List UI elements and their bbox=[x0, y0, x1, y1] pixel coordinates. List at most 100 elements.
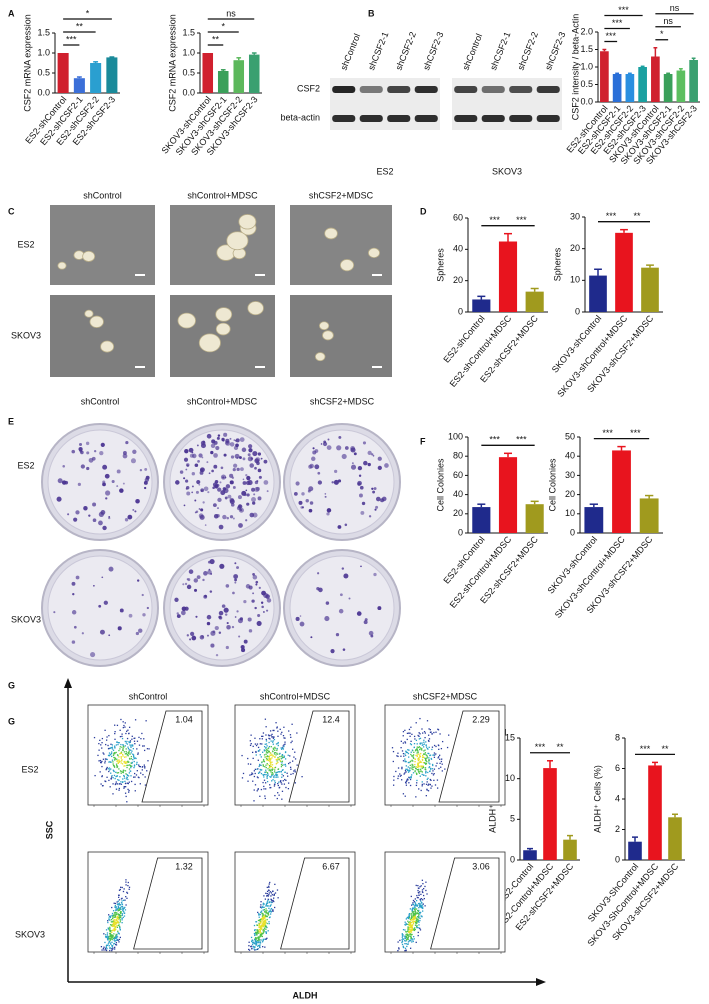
colony bbox=[216, 507, 220, 510]
colony bbox=[67, 513, 70, 516]
colony bbox=[350, 464, 357, 470]
event-dot bbox=[267, 759, 270, 762]
event-dot bbox=[428, 762, 430, 764]
sphere bbox=[215, 307, 233, 322]
event-dot bbox=[258, 765, 260, 768]
event-dot bbox=[408, 924, 410, 927]
event-dot bbox=[108, 915, 111, 918]
event-dot bbox=[258, 931, 260, 933]
event-dot bbox=[264, 914, 266, 916]
colony bbox=[333, 479, 339, 485]
colony bbox=[88, 457, 94, 463]
event-dot bbox=[263, 915, 266, 917]
event-dot bbox=[271, 894, 274, 896]
event-dot bbox=[117, 916, 119, 918]
event-dot bbox=[281, 773, 283, 776]
colony bbox=[141, 593, 144, 597]
colony bbox=[241, 648, 246, 653]
event-dot bbox=[258, 771, 260, 774]
event-dot bbox=[284, 758, 287, 760]
colony bbox=[342, 648, 346, 651]
event-dot bbox=[121, 749, 124, 751]
colony bbox=[380, 498, 385, 503]
error-bar bbox=[567, 834, 573, 840]
event-dot bbox=[433, 754, 435, 756]
event-dot bbox=[126, 776, 128, 778]
event-dot bbox=[266, 762, 268, 765]
y-tick-label: 4 bbox=[615, 793, 620, 803]
event-dot bbox=[277, 744, 279, 747]
event-dot bbox=[122, 916, 124, 919]
event-dot bbox=[410, 753, 412, 756]
event-dot bbox=[111, 748, 114, 750]
event-dot bbox=[122, 899, 125, 901]
event-dot bbox=[433, 731, 435, 734]
event-dot bbox=[425, 759, 427, 762]
event-dot bbox=[107, 927, 109, 929]
event-dot bbox=[273, 753, 276, 755]
event-dot bbox=[400, 774, 402, 777]
event-dot bbox=[258, 939, 260, 941]
event-dot bbox=[413, 907, 415, 909]
event-dot bbox=[414, 908, 417, 910]
colony bbox=[341, 453, 347, 460]
significance-label: *** bbox=[605, 31, 616, 41]
event-dot bbox=[121, 903, 124, 906]
colony bbox=[255, 486, 260, 491]
event-dot bbox=[112, 769, 115, 771]
colony bbox=[193, 578, 199, 583]
event-dot bbox=[263, 903, 265, 905]
event-dot bbox=[274, 769, 276, 771]
event-dot bbox=[274, 774, 276, 777]
event-dot bbox=[116, 760, 118, 762]
colony bbox=[206, 461, 209, 464]
event-dot bbox=[431, 733, 433, 735]
y-tick-label: 20 bbox=[570, 243, 580, 253]
event-dot bbox=[280, 771, 282, 773]
colony bbox=[213, 453, 218, 458]
event-dot bbox=[265, 749, 267, 751]
event-dot bbox=[416, 905, 419, 907]
colony bbox=[373, 572, 377, 577]
colony bbox=[212, 486, 215, 490]
event-dot bbox=[127, 748, 130, 750]
event-dot bbox=[114, 730, 116, 733]
colony bbox=[233, 439, 236, 441]
event-dot bbox=[104, 729, 106, 731]
event-dot bbox=[260, 934, 262, 936]
event-dot bbox=[106, 758, 108, 761]
event-dot bbox=[415, 917, 417, 919]
event-dot bbox=[265, 751, 268, 753]
lane-label: shCSF2-2 bbox=[394, 30, 418, 71]
event-dot bbox=[121, 917, 123, 920]
event-dot bbox=[268, 737, 270, 740]
event-dot bbox=[411, 916, 413, 918]
colony bbox=[227, 494, 232, 499]
event-dot bbox=[255, 750, 257, 753]
event-dot bbox=[118, 902, 120, 904]
event-dot bbox=[416, 750, 419, 752]
event-dot bbox=[402, 760, 405, 762]
event-dot bbox=[115, 775, 117, 778]
event-dot bbox=[428, 728, 430, 730]
event-dot bbox=[110, 936, 112, 938]
event-dot bbox=[120, 912, 122, 915]
event-dot bbox=[412, 764, 414, 766]
event-dot bbox=[110, 935, 112, 937]
event-dot bbox=[259, 920, 261, 922]
event-dot bbox=[116, 724, 119, 727]
event-dot bbox=[111, 774, 113, 777]
event-dot bbox=[258, 924, 260, 927]
event-dot bbox=[124, 899, 126, 901]
event-dot bbox=[251, 751, 254, 754]
event-dot bbox=[101, 785, 104, 787]
event-dot bbox=[408, 749, 410, 751]
event-dot bbox=[98, 749, 100, 751]
event-dot bbox=[262, 902, 264, 904]
event-dot bbox=[256, 768, 258, 770]
event-dot bbox=[411, 763, 413, 766]
event-dot bbox=[294, 771, 296, 773]
error-bar bbox=[691, 57, 696, 60]
event-dot bbox=[118, 759, 120, 761]
event-dot bbox=[419, 754, 421, 756]
